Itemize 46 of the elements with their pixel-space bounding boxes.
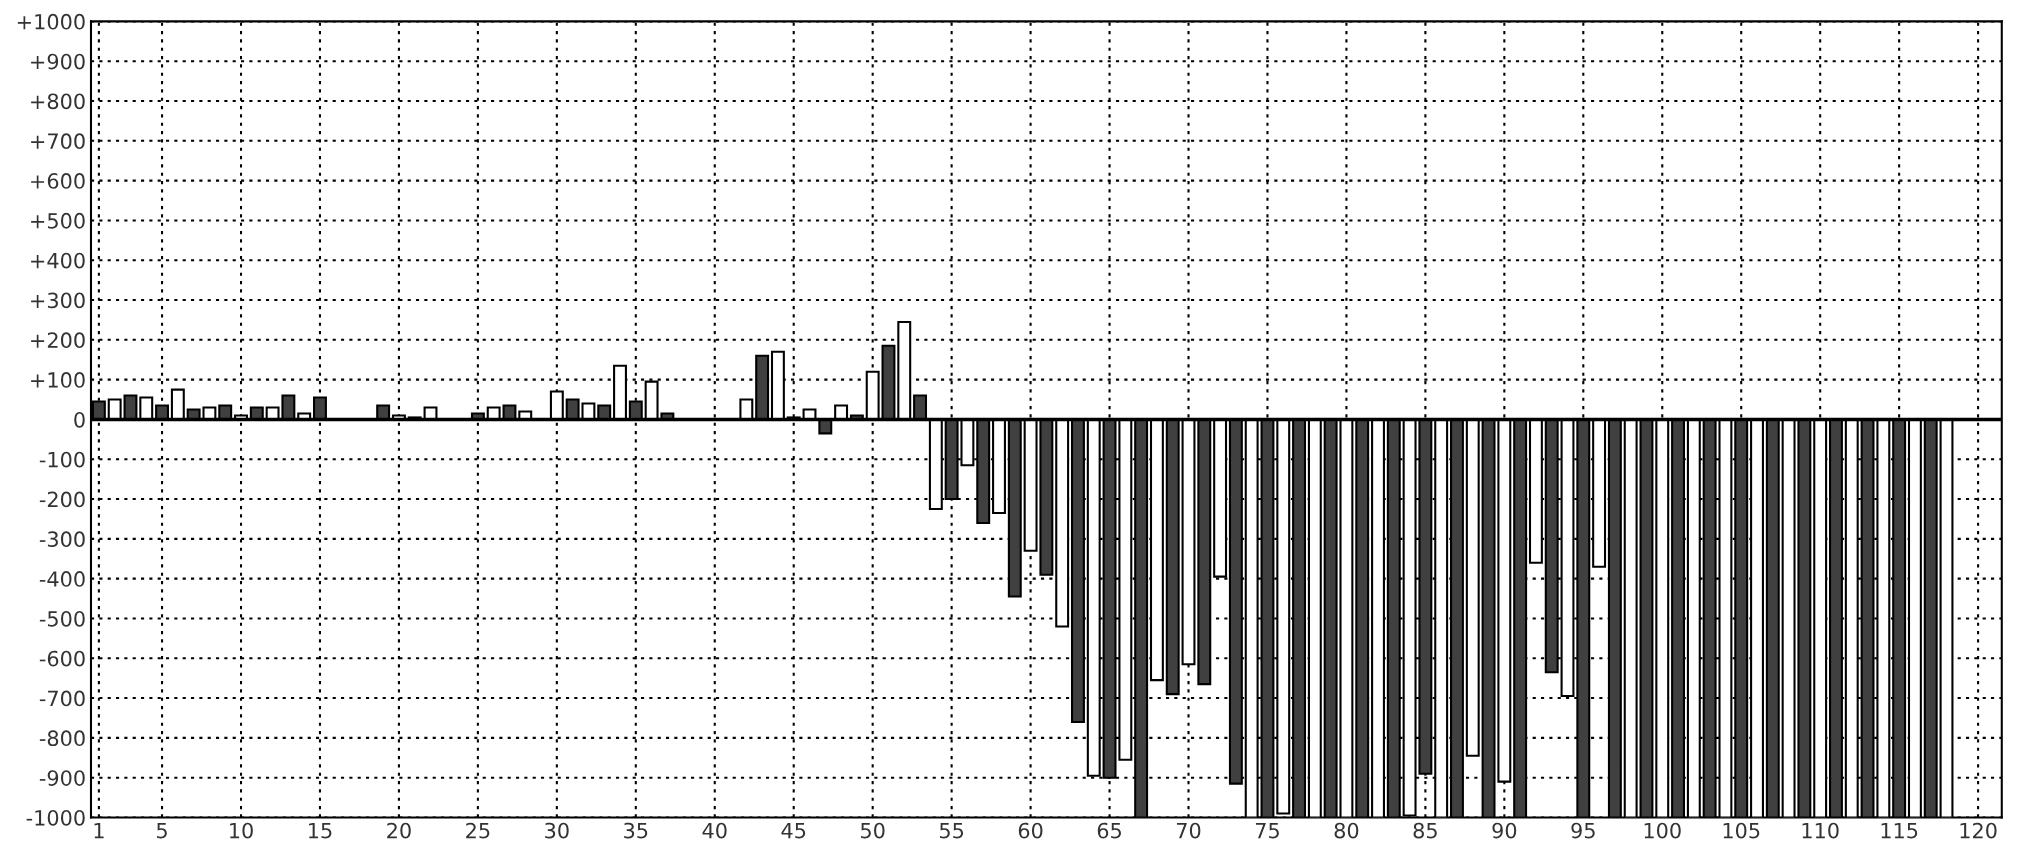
x-tick-label: 35 — [624, 822, 648, 839]
y-tick-label: +700 — [31, 133, 85, 150]
y-tick-label: -900 — [39, 770, 85, 786]
x-tick-label: 120 — [1960, 822, 1997, 839]
x-tick-label: 110 — [1802, 822, 1839, 839]
y-tick-label: -800 — [39, 730, 85, 747]
x-tick-label: 30 — [545, 822, 569, 839]
x-tick-label: 65 — [1097, 822, 1121, 839]
x-tick-label: 115 — [1881, 822, 1918, 839]
x-tick-label: 1 — [94, 822, 104, 839]
x-tick-label: 40 — [702, 822, 727, 839]
x-tick-label: 20 — [387, 822, 411, 839]
x-tick-label: 80 — [1334, 822, 1359, 839]
x-tick-label: 60 — [1018, 822, 1043, 839]
y-tick-label: -400 — [39, 571, 85, 587]
x-tick-label: 50 — [861, 822, 885, 839]
x-tick-label: 45 — [781, 822, 806, 839]
y-tick-label: +500 — [31, 212, 85, 229]
y-tick-label: 0 — [74, 411, 85, 428]
x-tick-label: 70 — [1176, 822, 1201, 839]
x-tick-label: 85 — [1413, 822, 1437, 839]
y-tick-label: -600 — [39, 650, 85, 667]
x-tick-label: 5 — [157, 822, 167, 839]
x-tick-label: 105 — [1723, 822, 1760, 839]
x-tick-label: 100 — [1644, 822, 1681, 839]
x-tick-label: 90 — [1492, 822, 1517, 839]
y-tick-label: +900 — [31, 53, 85, 70]
y-tick-label: +1000 — [17, 13, 85, 30]
x-tick-label: 95 — [1571, 822, 1595, 839]
y-tick-label: +200 — [31, 332, 85, 349]
y-tick-label: +800 — [31, 93, 85, 110]
y-tick-label: +300 — [31, 292, 85, 309]
x-tick-label: 15 — [309, 822, 332, 839]
x-tick-label: 75 — [1255, 822, 1279, 839]
y-tick-label: +600 — [31, 173, 85, 189]
x-tick-label: 25 — [466, 822, 490, 839]
y-tick-label: -300 — [39, 531, 85, 548]
y-tick-label: +100 — [31, 372, 85, 388]
y-tick-label: -100 — [39, 451, 85, 468]
y-tick-label: -700 — [39, 690, 85, 707]
y-tick-label: -500 — [39, 610, 85, 627]
y-tick-label: +400 — [31, 252, 85, 269]
y-tick-label: -1000 — [26, 809, 85, 826]
x-tick-label: 55 — [939, 822, 964, 839]
x-tick-label: 10 — [230, 822, 253, 839]
y-tick-label: -200 — [39, 491, 85, 508]
